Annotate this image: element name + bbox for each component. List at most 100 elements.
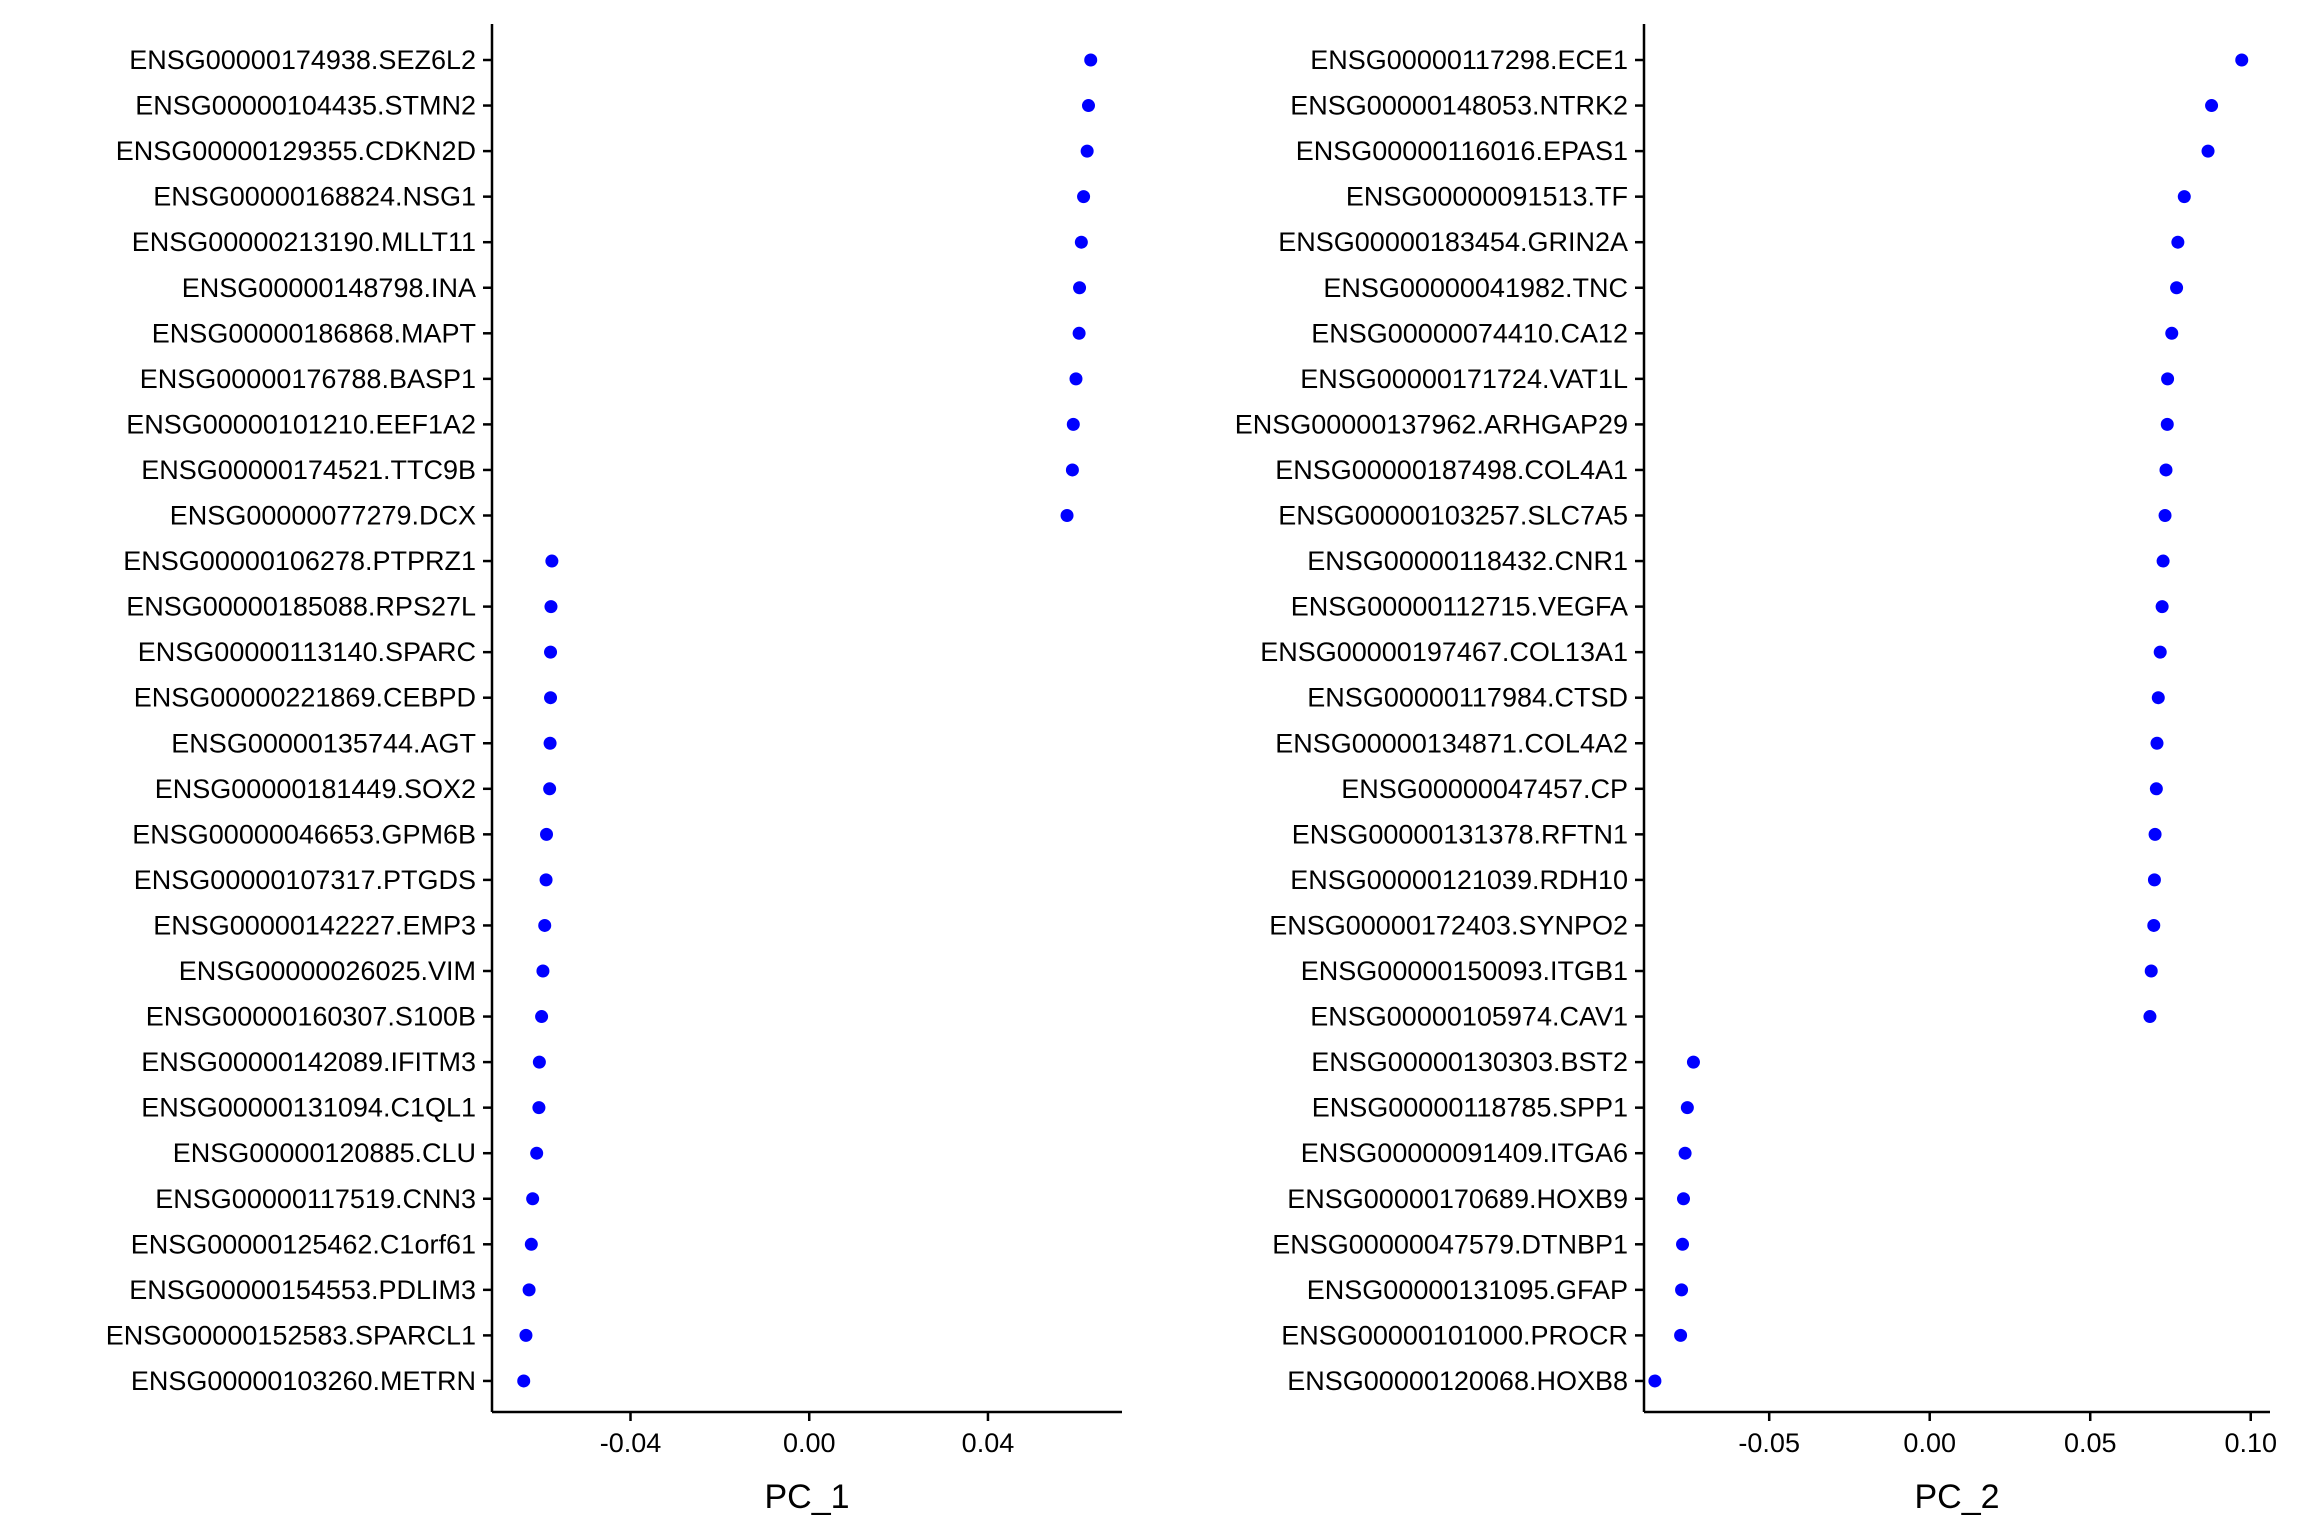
y-tick-label: ENSG00000185088.RPS27L <box>126 592 476 622</box>
y-tick-label: ENSG00000101000.PROCR <box>1281 1320 1628 1350</box>
data-point <box>1072 326 1086 340</box>
y-tick-label: ENSG00000112715.VEGFA <box>1291 592 1628 622</box>
y-tick-label: ENSG00000129355.CDKN2D <box>116 136 476 166</box>
y-tick-label: ENSG00000137962.ARHGAP29 <box>1235 409 1628 439</box>
y-tick-label: ENSG00000131095.GFAP <box>1307 1275 1628 1305</box>
y-tick-label: ENSG00000176788.BASP1 <box>140 364 476 394</box>
y-tick-label: ENSG00000118785.SPP1 <box>1312 1093 1628 1123</box>
y-tick-label: ENSG00000113140.SPARC <box>138 637 476 667</box>
data-point <box>1081 99 1095 113</box>
y-tick-label: ENSG00000103260.METRN <box>131 1366 476 1396</box>
y-tick-label: ENSG00000117984.CTSD <box>1307 683 1628 713</box>
y-tick-label: ENSG00000160307.S100B <box>146 1002 476 1032</box>
y-tick-label: ENSG00000121039.RDH10 <box>1290 865 1628 895</box>
data-point <box>2149 782 2163 796</box>
data-point <box>1069 372 1083 386</box>
y-tick-label: ENSG00000125462.C1orf61 <box>131 1229 476 1259</box>
data-point <box>540 827 554 841</box>
data-point <box>517 1374 531 1388</box>
data-point <box>2165 326 2179 340</box>
data-point <box>2171 235 2185 249</box>
y-tick-label: ENSG00000104435.STMN2 <box>135 91 476 121</box>
data-point <box>2158 509 2172 522</box>
y-tick-label: ENSG00000134871.COL4A2 <box>1275 728 1628 758</box>
y-tick-label: ENSG00000047579.DTNBP1 <box>1272 1229 1628 1259</box>
y-tick-label: ENSG00000041982.TNC <box>1323 273 1628 303</box>
data-point <box>543 736 557 750</box>
data-point <box>2170 281 2184 295</box>
y-tick-label: ENSG00000170689.HOXB9 <box>1287 1184 1628 1214</box>
data-point <box>1675 1283 1689 1297</box>
data-point <box>2155 600 2169 614</box>
data-point <box>2235 53 2249 67</box>
data-point <box>1077 190 1091 204</box>
y-tick-label: ENSG00000120068.HOXB8 <box>1287 1366 1628 1396</box>
y-tick-label: ENSG00000142227.EMP3 <box>153 910 476 940</box>
y-tick-label: ENSG00000026025.VIM <box>179 956 476 986</box>
y-tick-label: ENSG00000183454.GRIN2A <box>1278 227 1628 257</box>
y-tick-label: ENSG00000174521.TTC9B <box>141 455 476 485</box>
data-point <box>2156 554 2170 568</box>
y-tick-label: ENSG00000150093.ITGB1 <box>1301 956 1628 986</box>
data-point <box>530 1146 544 1160</box>
data-point <box>1060 509 1074 522</box>
data-point <box>1676 1237 1690 1251</box>
data-point <box>535 1010 549 1024</box>
data-point <box>1648 1374 1662 1388</box>
y-tick-label: ENSG00000105974.CAV1 <box>1310 1002 1628 1032</box>
y-tick-label: ENSG00000152583.SPARCL1 <box>106 1320 476 1350</box>
y-tick-label: ENSG00000142089.IFITM3 <box>141 1047 476 1077</box>
data-point <box>544 600 558 614</box>
data-point <box>544 691 558 705</box>
data-point <box>2144 964 2158 978</box>
x-axis-title: PC_1 <box>764 1478 849 1516</box>
data-point <box>2150 736 2164 750</box>
y-tick-label: ENSG00000103257.SLC7A5 <box>1278 501 1628 531</box>
y-tick-label: ENSG00000131378.RFTN1 <box>1292 819 1628 849</box>
x-tick-label: 0.04 <box>962 1428 1015 1458</box>
y-tick-label: ENSG00000135744.AGT <box>171 728 476 758</box>
data-point <box>2147 918 2161 932</box>
data-point <box>526 1192 540 1206</box>
data-point <box>543 782 557 796</box>
data-point <box>1678 1146 1692 1160</box>
data-point <box>545 554 559 568</box>
y-tick-label: ENSG00000046653.GPM6B <box>132 819 476 849</box>
y-tick-label: ENSG00000148798.INA <box>182 273 476 303</box>
data-point <box>2160 417 2174 431</box>
data-point <box>538 918 552 932</box>
x-tick-label: 0.00 <box>1903 1428 1956 1458</box>
y-tick-label: ENSG00000221869.CEBPD <box>134 683 476 713</box>
y-tick-label: ENSG00000186868.MAPT <box>152 318 476 348</box>
y-tick-label: ENSG00000106278.PTPRZ1 <box>123 546 476 576</box>
y-tick-label: ENSG00000148053.NTRK2 <box>1290 91 1628 121</box>
y-tick-label: ENSG00000047457.CP <box>1341 774 1628 804</box>
x-tick-label: -0.05 <box>1738 1428 1800 1458</box>
data-point <box>519 1328 533 1342</box>
data-point <box>2143 1010 2157 1024</box>
data-point <box>544 645 558 659</box>
pc1-panel: ENSG00000174938.SEZ6L2 ENSG00000104435.ST… <box>106 24 1122 1516</box>
data-point <box>539 873 553 887</box>
y-tick-label: ENSG00000091409.ITGA6 <box>1301 1138 1628 1168</box>
y-tick-label: ENSG00000117519.CNN3 <box>155 1184 476 1214</box>
data-point <box>2201 144 2215 158</box>
data-point <box>524 1237 538 1251</box>
y-tick-label: ENSG00000154553.PDLIM3 <box>129 1275 476 1305</box>
data-point <box>2147 873 2161 887</box>
data-point <box>532 1101 546 1115</box>
y-tick-label: ENSG00000172403.SYNPO2 <box>1269 910 1628 940</box>
data-point <box>1073 281 1087 295</box>
y-tick-label: ENSG00000077279.DCX <box>170 501 476 531</box>
y-tick-label: ENSG00000174938.SEZ6L2 <box>129 45 476 75</box>
data-point <box>2159 463 2173 477</box>
data-point <box>1065 463 1079 477</box>
y-tick-label: ENSG00000101210.EEF1A2 <box>126 409 476 439</box>
pc2-panel: ENSG00000117298.ECE1 ENSG00000148053.NTRK… <box>1235 24 2277 1516</box>
y-tick-label: ENSG00000213190.MLLT11 <box>132 227 476 257</box>
data-point <box>1680 1101 1694 1115</box>
y-tick-label: ENSG00000181449.SOX2 <box>155 774 476 804</box>
y-tick-label: ENSG00000171724.VAT1L <box>1300 364 1628 394</box>
y-tick-label: ENSG00000187498.COL4A1 <box>1275 455 1628 485</box>
